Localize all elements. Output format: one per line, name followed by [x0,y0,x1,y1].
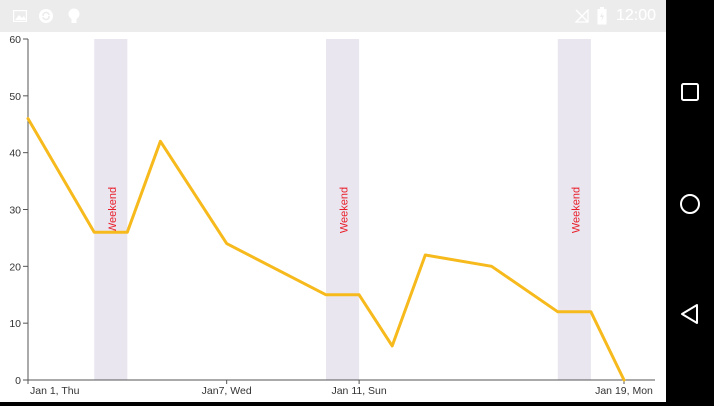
overview-button[interactable] [666,68,714,116]
no-signal-icon [574,8,590,24]
series-layer [26,117,626,382]
weekend-band-label: Weekend [107,187,119,233]
lightbulb-icon [66,8,82,24]
x-tick-label: Jan7, Wed [202,385,252,397]
battery-icon [594,7,610,25]
home-circle-icon [680,194,700,214]
back-button[interactable] [666,290,714,338]
y-tick-label: 50 [9,91,21,103]
y-tick-label: 10 [9,318,21,330]
weekend-band-1 [94,39,128,380]
navigation-bar [666,0,714,406]
series-line-1 [26,117,626,382]
y-tick-label: 30 [9,205,21,217]
overview-square-icon [681,83,699,101]
bottom-edge [0,402,666,406]
status-time: 12:00 [616,7,657,24]
y-tick-label: 60 [9,34,21,46]
weekend-band-label: Weekend [339,187,351,233]
weekend-band-label: Weekend [570,187,582,233]
weekend-band-3 [557,39,591,380]
y-tick-label: 40 [9,148,21,160]
weekend-band-2 [326,39,360,380]
line-chart: Weekend Weekend Weekend 0 10 20 30 40 50 60 Jan 1… [9,34,655,397]
x-tick-label: Jan 19, Mon [595,385,653,397]
axes: 0 10 20 30 40 50 60 Jan 1, Thu Jan7, Wed Jan 11, … [9,34,655,397]
status-bar: 12:00 [0,0,666,32]
back-triangle-icon [681,304,698,324]
image-icon [12,8,28,24]
app-screen: 12:00 Weekend Weekend Weekend 0 10 20 30 40 50 6… [0,0,666,406]
x-tick-label: Jan 1, Thu [30,385,80,397]
y-tick-label: 20 [9,261,21,273]
home-button[interactable] [666,180,714,228]
sync-icon [38,8,54,24]
weekend-bands: Weekend Weekend Weekend [94,39,591,380]
x-tick-label: Jan 11, Sun [331,385,386,397]
y-tick-label: 0 [15,375,21,387]
